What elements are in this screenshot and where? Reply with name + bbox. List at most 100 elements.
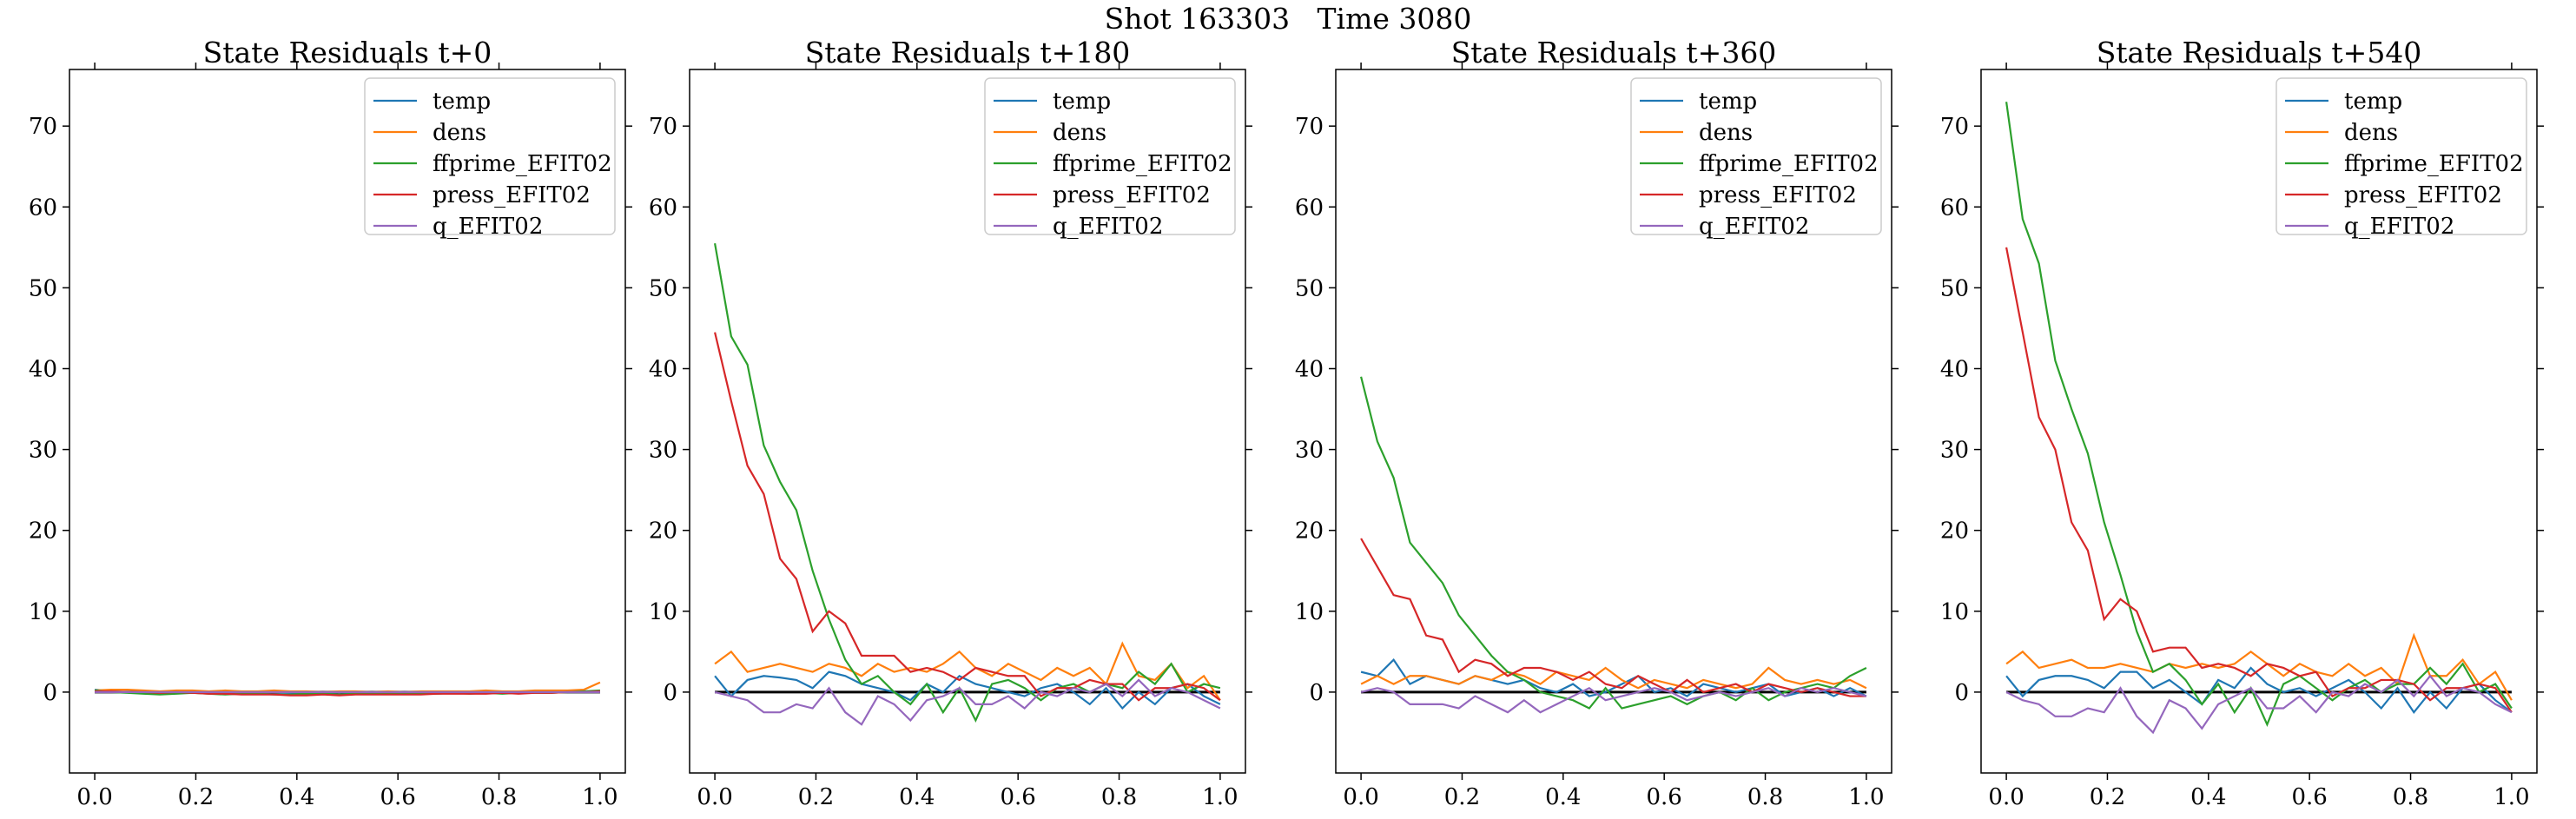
x-tick-label: 0.8 xyxy=(1101,784,1137,810)
x-tick-label: 0.6 xyxy=(380,784,416,810)
x-tick-label: 0.8 xyxy=(481,784,517,810)
y-tick-label: 20 xyxy=(29,518,57,545)
series-line-q_EFIT02 xyxy=(714,678,1221,726)
legend: temp dens ffprime_EFIT02 press_EFIT02 q_EFIT… xyxy=(984,77,1236,240)
series-line-temp xyxy=(2005,666,2513,715)
series-line-ffprime_EFIT02 xyxy=(1360,376,1867,710)
y-tick-label: 20 xyxy=(1940,518,1969,545)
y-tick-label: 40 xyxy=(649,356,677,382)
legend-label: press_EFIT02 xyxy=(433,182,591,208)
series-line-temp xyxy=(714,670,1221,710)
legend: temp dens ffprime_EFIT02 press_EFIT02 q_EFIT… xyxy=(1630,77,1882,240)
panel-title: State Residuals t+360 xyxy=(1451,36,1777,69)
y-tick-label: 30 xyxy=(29,438,57,464)
x-tick-label: 0.6 xyxy=(1001,784,1036,810)
x-tick-label: 0.6 xyxy=(1647,784,1682,810)
legend-box xyxy=(1630,77,1882,235)
legend-label: q_EFIT02 xyxy=(1699,214,1809,240)
x-tick-label: 1.0 xyxy=(1202,784,1238,810)
y-tick-label: 50 xyxy=(1940,275,1969,301)
legend-label: ffprime_EFIT02 xyxy=(433,151,612,177)
x-tick-label: 0.2 xyxy=(1444,784,1480,810)
y-tick-label: 70 xyxy=(1940,114,1969,140)
x-tick-label: 0.4 xyxy=(2190,784,2226,810)
y-tick-label: 30 xyxy=(1295,438,1324,464)
y-tick-label: 70 xyxy=(649,114,677,140)
figure-suptitle: Shot 163303 Time 3080 xyxy=(1105,2,1472,36)
series-line-dens xyxy=(2005,632,2513,701)
x-tick-label: 1.0 xyxy=(2493,784,2529,810)
legend-label: q_EFIT02 xyxy=(1053,214,1163,240)
x-tick-label: 0.8 xyxy=(2393,784,2428,810)
x-tick-label: 0.6 xyxy=(2292,784,2328,810)
series-line-q_EFIT02 xyxy=(2005,674,2513,735)
y-tick-label: 30 xyxy=(649,438,677,464)
legend-label: press_EFIT02 xyxy=(1699,182,1857,208)
legend-box xyxy=(364,77,616,235)
x-tick-label: 0.2 xyxy=(2090,784,2125,810)
y-tick-label: 50 xyxy=(649,275,677,301)
legend-label: temp xyxy=(1053,89,1111,115)
x-tick-label: 0.8 xyxy=(1747,784,1783,810)
x-tick-label: 0.4 xyxy=(279,784,314,810)
legend-label: ffprime_EFIT02 xyxy=(2344,151,2524,177)
panel-title: State Residuals t+180 xyxy=(805,36,1131,69)
legend-label: ffprime_EFIT02 xyxy=(1053,151,1232,177)
x-tick-label: 0.0 xyxy=(697,784,732,810)
y-tick-label: 50 xyxy=(29,275,57,301)
y-tick-label: 40 xyxy=(29,356,57,382)
x-tick-label: 0.2 xyxy=(178,784,214,810)
legend-label: q_EFIT02 xyxy=(433,214,543,240)
legend: temp dens ffprime_EFIT02 press_EFIT02 q_EFIT… xyxy=(2275,77,2527,240)
plot-frame xyxy=(689,69,1246,774)
x-tick-label: 0.0 xyxy=(1988,784,2024,810)
plot-frame xyxy=(1335,69,1892,774)
series-line-ffprime_EFIT02 xyxy=(714,242,1221,723)
legend-label: temp xyxy=(433,89,491,115)
y-tick-label: 60 xyxy=(1295,195,1324,221)
y-tick-label: 60 xyxy=(649,195,677,221)
panels-group: State Residuals t+0 0.0 0.2 0.4 0.6 0.8 1.0 0 10… xyxy=(29,36,2544,810)
y-tick-label: 10 xyxy=(29,599,57,625)
chart-panel-1: State Residuals t+180 0.0 0.2 0.4 0.6 0.8 1.0 0… xyxy=(649,36,1252,810)
series-line-press_EFIT02 xyxy=(714,332,1221,702)
y-tick-label: 20 xyxy=(1295,518,1324,545)
y-tick-label: 60 xyxy=(1940,195,1969,221)
y-tick-label: 40 xyxy=(1295,356,1324,382)
y-tick-label: 70 xyxy=(29,114,57,140)
y-tick-label: 60 xyxy=(29,195,57,221)
y-tick-label: 10 xyxy=(649,599,677,625)
y-tick-label: 30 xyxy=(1940,438,1969,464)
legend-label: dens xyxy=(1053,120,1106,146)
legend-label: press_EFIT02 xyxy=(2344,182,2502,208)
series-line-q_EFIT02 xyxy=(1360,686,1867,714)
legend-label: dens xyxy=(2344,120,2398,146)
y-tick-label: 0 xyxy=(663,680,677,706)
y-tick-label: 70 xyxy=(1295,114,1324,140)
series-line-dens xyxy=(714,641,1221,701)
legend-label: q_EFIT02 xyxy=(2344,214,2454,240)
panel-title: State Residuals t+540 xyxy=(2097,36,2422,69)
legend-label: press_EFIT02 xyxy=(1053,182,1211,208)
chart-panel-3: State Residuals t+540 0.0 0.2 0.4 0.6 0.8 1.0 0… xyxy=(1940,36,2544,810)
legend-label: dens xyxy=(433,120,486,146)
x-tick-label: 1.0 xyxy=(582,784,618,810)
legend-box xyxy=(2275,77,2527,235)
y-tick-label: 0 xyxy=(1309,680,1324,706)
legend-label: ffprime_EFIT02 xyxy=(1699,151,1879,177)
series-line-ffprime_EFIT02 xyxy=(2005,102,2513,727)
y-tick-label: 0 xyxy=(1954,680,1969,706)
legend: temp dens ffprime_EFIT02 press_EFIT02 q_EFIT… xyxy=(364,77,616,240)
y-tick-label: 0 xyxy=(43,680,57,706)
legend-label: temp xyxy=(2344,89,2402,115)
y-tick-label: 50 xyxy=(1295,275,1324,301)
x-tick-label: 1.0 xyxy=(1848,784,1884,810)
series-line-dens xyxy=(95,681,601,694)
x-tick-label: 0.0 xyxy=(76,784,112,810)
series-line-press_EFIT02 xyxy=(2005,247,2513,713)
legend-box xyxy=(984,77,1236,235)
x-tick-label: 0.2 xyxy=(798,784,834,810)
y-tick-label: 10 xyxy=(1940,599,1969,625)
x-tick-label: 0.4 xyxy=(899,784,935,810)
